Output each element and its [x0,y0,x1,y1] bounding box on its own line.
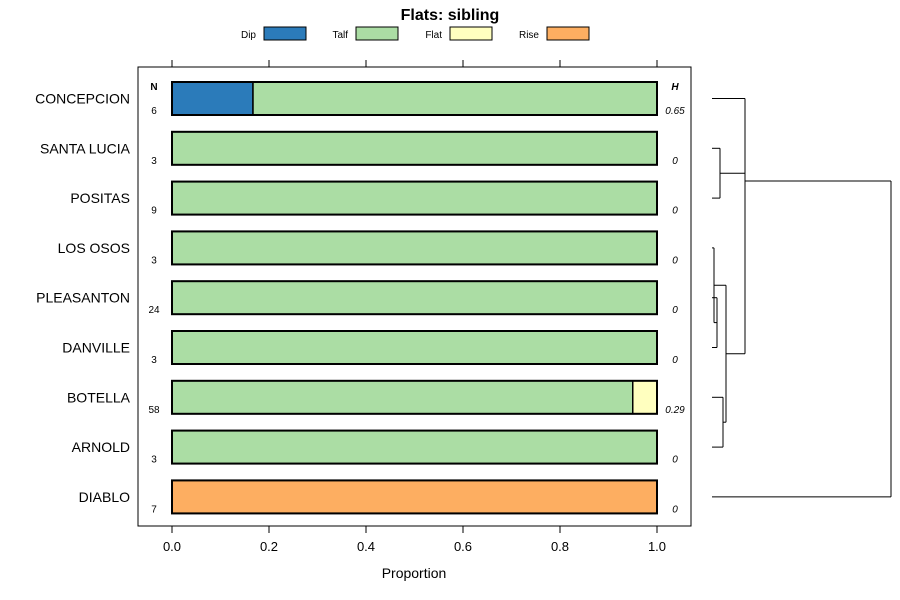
n-values: 6 3 9 3 24 3 58 3 7 [148,106,160,515]
legend-label-dip: Dip [241,30,256,41]
x-axis: 0.0 0.2 0.4 0.6 0.8 1.0 [163,60,666,554]
bars [171,81,658,515]
bar-segment-rise [171,479,658,515]
x-tick-label: 1.0 [648,539,666,554]
legend-swatch-talf [355,26,399,41]
bar-outline [171,429,658,465]
n-value: 9 [151,206,157,217]
row-label: DANVILLE [62,340,130,356]
legend-swatch-flat [449,26,493,41]
bar-outline [171,180,658,216]
plot-frame [137,66,692,527]
x-tick-label: 0.0 [163,539,181,554]
legend-label-talf: Talf [332,30,348,41]
legend-swatch-dip [263,26,307,41]
n-value: 3 [151,355,157,366]
row-label: DIABLO [79,489,130,505]
bar-segment-talf [171,180,658,216]
x-axis-label: Proportion [382,565,447,581]
bar-segment-talf [171,429,658,465]
bar-segment-flat [632,380,658,415]
bar-outline [171,81,658,116]
bar-segment-talf [171,330,658,365]
legend-swatch-rise [546,26,590,41]
h-value: 0 [672,305,678,316]
dendrogram [712,98,892,498]
h-value: 0 [672,206,678,217]
bar-outline [171,230,658,266]
legend: Dip Talf Flat Rise [241,26,590,41]
row-labels: CONCEPCION SANTA LUCIA POSITAS LOS OSOS PLEA… [35,91,131,505]
x-tick-label: 0.4 [357,539,375,554]
row-label: CONCEPCION [35,91,130,107]
h-value: 0 [672,156,678,167]
n-value: 7 [151,504,157,515]
x-tick-label: 0.6 [454,539,472,554]
h-value: 0 [672,355,678,366]
bar-segment-talf [171,380,634,415]
bar-segment-talf [171,280,658,315]
row-label: POSITAS [70,190,130,206]
bar-segment-talf [171,230,658,266]
bar-outline [171,479,658,515]
row-label: ARNOLD [72,439,130,455]
n-value: 58 [148,405,160,416]
h-values: 0.65 0 0 0 0 0 0.29 0 0 [665,106,685,515]
n-value: 3 [151,455,157,466]
bar-outline [171,280,658,316]
x-tick-label: 0.2 [260,539,278,554]
h-value: 0 [672,504,678,515]
bar-outline [171,379,658,415]
bar-segment-talf [252,81,658,116]
h-header: H [671,82,679,93]
legend-label-rise: Rise [519,30,539,41]
n-header: N [150,82,157,93]
h-value: 0 [672,455,678,466]
chart-title: Flats: sibling [401,7,500,24]
row-label: LOS OSOS [58,240,130,256]
h-value: 0.65 [665,106,685,117]
row-label: SANTA LUCIA [40,140,131,156]
n-value: 24 [148,305,160,316]
row-label: BOTELLA [67,389,131,405]
legend-label-flat: Flat [425,30,442,41]
bar-segment-talf [171,131,658,166]
h-value: 0.29 [665,405,685,416]
n-value: 6 [151,106,157,117]
bar-outline [171,130,658,166]
n-value: 3 [151,156,157,167]
bar-outline [171,330,658,365]
bar-segment-dip [171,81,254,116]
n-value: 3 [151,255,157,266]
x-tick-label: 0.8 [551,539,569,554]
h-value: 0 [672,255,678,266]
row-label: PLEASANTON [36,290,130,306]
